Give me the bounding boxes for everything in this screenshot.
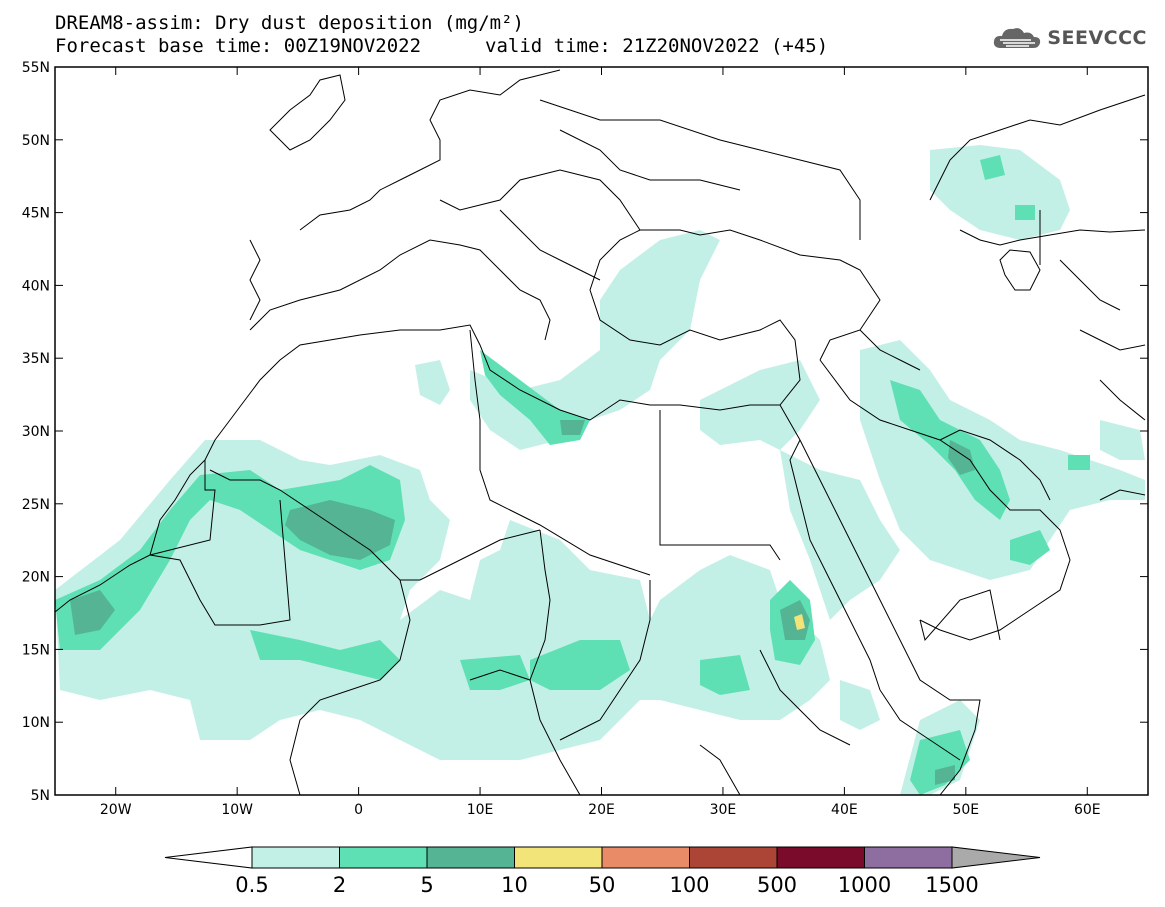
lon-label: 0 <box>354 802 363 818</box>
seevccc-logo: SEEVCCC <box>991 24 1147 52</box>
lon-label: 60E <box>1074 802 1101 818</box>
lon-label: 20W <box>100 802 132 818</box>
longitude-labels: 20W 10W 0 10E 20E 30E 40E 50E 60E <box>100 802 1101 818</box>
colorbar-segment <box>514 846 603 869</box>
lat-label: 5N <box>31 788 50 804</box>
dust-field <box>55 145 1145 795</box>
lat-label: 40N <box>22 278 50 294</box>
colorbar-label: 1000 <box>838 873 891 897</box>
colorbar-segment <box>864 846 953 869</box>
lat-label: 30N <box>22 424 50 440</box>
colorbar-label: 1500 <box>925 873 978 897</box>
lon-label: 40E <box>831 802 858 818</box>
dust-level-4 <box>794 614 805 630</box>
lat-label: 25N <box>22 497 50 513</box>
map-title: DREAM8-assim: Dry dust deposition (mg/m²… <box>55 12 524 34</box>
colorbar-segment <box>601 846 690 869</box>
lat-label: 45N <box>22 206 50 222</box>
axis-ticks <box>55 66 1148 796</box>
lat-label: 55N <box>22 60 50 76</box>
colorbar-under-triangle <box>164 846 253 869</box>
lat-label: 20N <box>22 570 50 586</box>
coastlines-and-borders <box>55 69 1146 795</box>
colorbar-segment <box>426 846 515 869</box>
logo-text: SEEVCCC <box>1047 27 1147 49</box>
colorbar-segment <box>776 846 865 869</box>
colorbar-segment <box>689 846 778 869</box>
colorbar-label: 2 <box>333 873 346 897</box>
colorbar-label: 0.5 <box>235 873 268 897</box>
valid-time-label: valid time: 21Z20NOV2022 (+45) <box>485 35 829 57</box>
lon-label: 20E <box>588 802 615 818</box>
colorbar-label: 500 <box>757 873 797 897</box>
colorbar-segment <box>339 846 428 869</box>
lat-label: 15N <box>22 642 50 658</box>
colorbar-over-triangle <box>951 846 1041 869</box>
latitude-labels: 55N 50N 45N 40N 35N 30N 25N 20N 15N 10N 5N <box>22 60 50 804</box>
colorbar-label: 10 <box>501 873 528 897</box>
cloud-icon <box>994 28 1041 48</box>
lat-label: 10N <box>22 715 50 731</box>
lat-label: 50N <box>22 133 50 149</box>
lat-label: 35N <box>22 351 50 367</box>
colorbar-label: 100 <box>669 873 709 897</box>
colorbar-label: 5 <box>420 873 433 897</box>
colorbar-label: 50 <box>589 873 616 897</box>
lon-label: 10W <box>221 802 253 818</box>
lon-label: 30E <box>710 802 737 818</box>
colorbar <box>164 846 1041 869</box>
base-time-label: Forecast base time: 00Z19NOV2022 <box>55 35 422 57</box>
colorbar-labels: 0.5 2 5 10 50 100 500 1000 1500 <box>235 873 978 897</box>
lon-label: 10E <box>467 802 494 818</box>
lon-label: 50E <box>952 802 979 818</box>
colorbar-segment <box>251 846 340 869</box>
